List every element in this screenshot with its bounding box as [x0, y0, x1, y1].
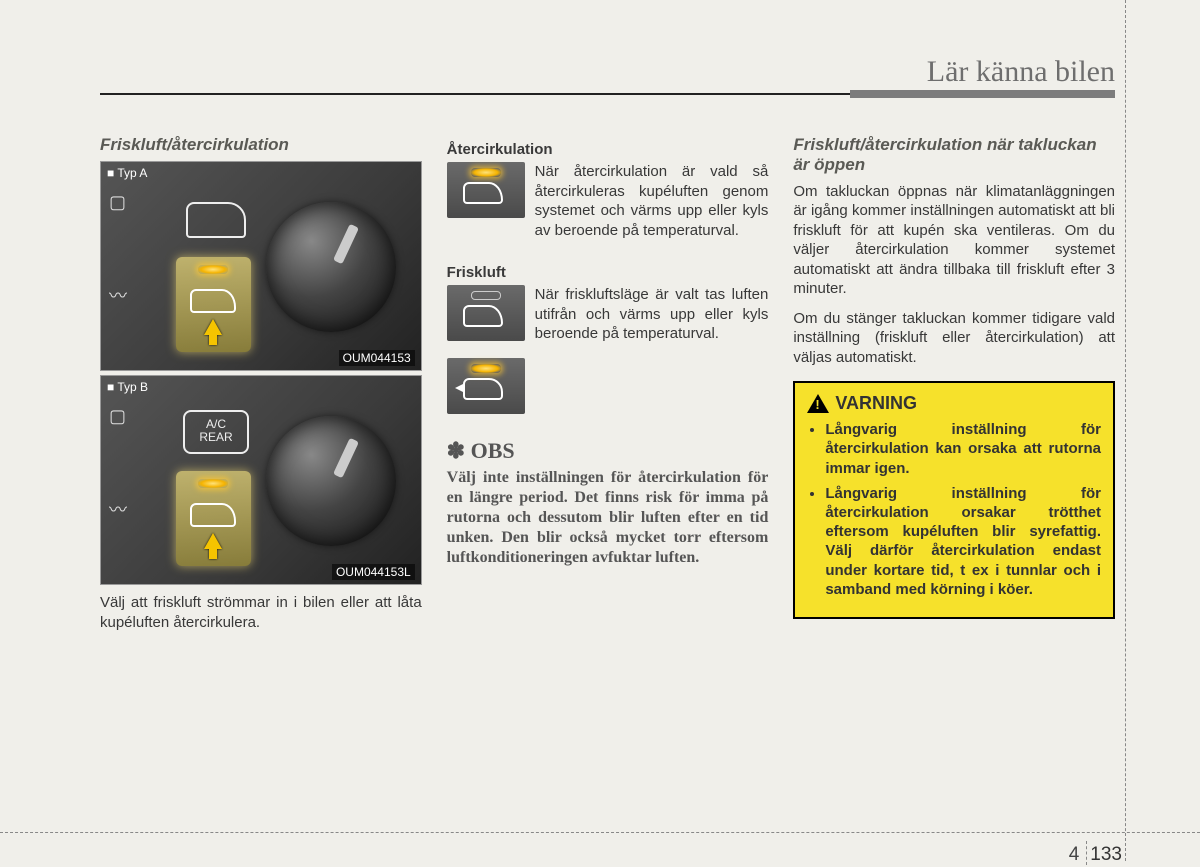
car-fresh-icon	[463, 305, 503, 327]
warning-heading: VARNING	[807, 393, 1101, 414]
defrost-icon: ▢	[109, 192, 126, 213]
figure-type-b: ■ Typ B ▢ 〰 A/CREAR OUM044153L	[100, 375, 422, 585]
section-number: 4	[1069, 844, 1080, 865]
recirculation-heading: Återcirkulation	[447, 141, 769, 158]
section-title-airmode: Friskluft/återcirkulation	[100, 135, 422, 155]
indicator-glow-icon	[471, 364, 501, 373]
page-header: Lär känna bilen	[100, 55, 1115, 95]
arrow-up-icon	[204, 533, 222, 549]
control-dial	[266, 202, 396, 332]
car-recirc-icon	[463, 182, 503, 204]
warning-item-2: Långvarig inställning för återcirkulatio…	[825, 484, 1101, 599]
header-rule	[100, 93, 1115, 95]
column-3: Friskluft/återcirkulation när takluckan …	[793, 135, 1115, 642]
page-footer: 4133	[0, 832, 1200, 841]
indicator-glow-icon	[198, 265, 228, 274]
figure-label-type-a: ■ Typ A	[107, 166, 147, 180]
airflow-icon: 〰	[109, 282, 127, 308]
figure-code-b: OUM044153L	[332, 564, 415, 580]
figure-label-type-b: ■ Typ B	[107, 380, 148, 394]
sunroof-paragraph-1: Om takluckan öppnas när klimatanläggning…	[793, 182, 1115, 299]
arrow-up-icon	[204, 319, 222, 335]
obs-heading: ✽ OBS	[447, 438, 769, 464]
recirc-button-highlight	[176, 257, 251, 352]
car-recirc-icon	[190, 289, 236, 313]
warning-label: VARNING	[835, 393, 917, 414]
warning-box: VARNING Långvarig inställning för återci…	[793, 381, 1115, 619]
airflow-icon: 〰	[109, 496, 127, 522]
page-number-value: 133	[1090, 844, 1122, 865]
page-number: 4 133	[1069, 843, 1122, 867]
indicator-glow-icon	[198, 479, 228, 488]
indicator-glow-icon	[471, 168, 501, 177]
obs-text: Välj inte inställningen för återcirkulat…	[447, 468, 769, 568]
freshair-glow-icon-thumb	[447, 358, 525, 414]
warning-item-1: Långvarig inställning för återcirkulatio…	[825, 420, 1101, 478]
section-title-sunroof: Friskluft/återcirkulation när takluckan …	[793, 135, 1115, 176]
intake-arrow-icon	[455, 384, 463, 392]
ac-rear-button: A/CREAR	[183, 410, 249, 454]
defrost-icon: ▢	[109, 406, 126, 427]
car-outline-icon	[186, 202, 246, 238]
car-fresh-arrow-icon	[463, 378, 503, 400]
warning-triangle-icon	[807, 394, 829, 413]
recirculation-icon-thumb	[447, 162, 525, 218]
recirc-button-highlight	[176, 471, 251, 566]
freshair-heading: Friskluft	[447, 264, 769, 281]
sunroof-paragraph-2: Om du stänger takluckan kommer tidigare …	[793, 309, 1115, 368]
freshair-icon-thumb	[447, 285, 525, 341]
column-2: Återcirkulation När återcirkulation är v…	[447, 135, 769, 642]
figure-code-a: OUM044153	[339, 350, 415, 366]
figure-caption: Välj att friskluft strömmar in i bilen e…	[100, 593, 422, 632]
chapter-title: Lär känna bilen	[927, 55, 1115, 89]
control-dial	[266, 416, 396, 546]
indicator-off-icon	[471, 291, 501, 300]
figure-type-a: ■ Typ A ▢ 〰 OUM044153	[100, 161, 422, 371]
column-1: Friskluft/återcirkulation ■ Typ A ▢ 〰 OU…	[100, 135, 422, 642]
car-recirc-icon	[190, 503, 236, 527]
